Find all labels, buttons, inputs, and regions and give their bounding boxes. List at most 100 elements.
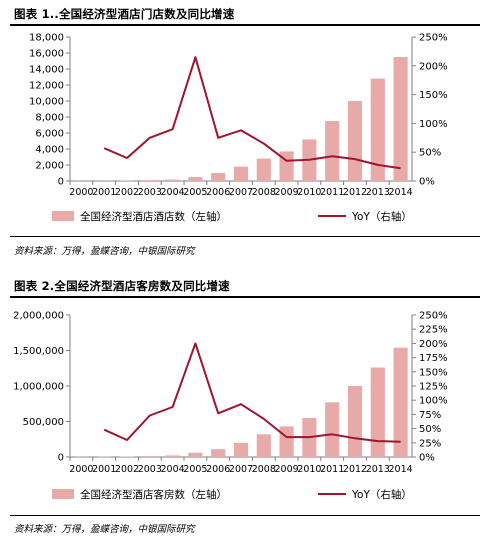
left-axis-tick-label: 12,000 [29,81,64,92]
x-axis-tick-label: 2004 [161,187,185,198]
left-axis-tick-label: 0 [58,177,64,188]
right-axis-tick-label: 25% [419,438,441,449]
left-axis-tick-label: 4,000 [35,145,64,156]
x-axis-tick-label: 2005 [183,187,207,198]
left-axis-tick-label: 1,000,000 [13,382,64,393]
x-axis-tick-label: 2009 [275,464,299,475]
right-axis-tick-label: 125% [419,382,448,393]
legend-line-label: YoY（右轴） [351,488,412,501]
x-axis-tick-label: 2009 [275,187,299,198]
x-axis-tick-label: 2007 [229,187,253,198]
x-axis-tick-label: 2011 [320,464,344,475]
right-axis-tick-label: 225% [419,325,448,336]
x-axis-tick-label: 2012 [343,187,367,198]
x-axis-tick-label: 2006 [206,187,230,198]
left-axis-tick-label: 10,000 [29,97,64,108]
figure-1-chart: 0 2,000 4,000 6,000 8,000 10,000 12,000 14,000 1… [29,33,448,224]
x-axis-tick-label: 2000 [69,187,93,198]
x-axis-tick-label: 2010 [297,187,321,198]
legend-bar-swatch [52,211,74,221]
left-axis-tick-label: 6,000 [35,129,64,140]
x-axis-tick-label: 2014 [389,187,413,198]
yoy-line [103,342,401,443]
legend-line-label: YoY（右轴） [351,210,412,223]
right-axis-tick-label: 50% [419,424,441,435]
figure-2-bottom-rule [10,515,480,516]
bar-2012 [347,386,363,457]
left-axis-tick-label: 16,000 [29,49,64,60]
bar-2005 [188,452,203,457]
bar-2007 [233,442,249,457]
bar-2014 [393,57,408,181]
x-axis-tick-label: 2000 [69,464,93,475]
bar-2007 [233,166,249,181]
bar-2005 [188,177,203,181]
x-axis-tick-label: 2002 [115,187,139,198]
figure-1-top-rule [10,24,480,26]
legend-bar-label: 全国经济型酒店酒店数（左轴） [80,210,227,223]
x-axis-tick-label: 2002 [115,464,139,475]
right-axis-tick-label: 200% [419,339,448,350]
figure-1-source: 资料来源：万得，盈蝶咨询，中银国际研究 [14,246,195,257]
x-axis-tick-label: 2008 [252,464,276,475]
right-axis-tick-label: 200% [419,61,448,72]
x-axis-tick-label: 2014 [389,464,413,475]
left-axis-tick-label: 1,500,000 [13,346,64,357]
x-axis-tick-label: 2011 [320,187,344,198]
x-axis-tick-label: 2001 [92,464,116,475]
figure-1-bottom-rule [10,236,480,237]
left-axis-tick-label: 2,000,000 [13,311,64,322]
bar-2009 [279,426,294,457]
figure-1-title: 图表 1..全国经济型酒店门店数及同比增速 [14,7,235,21]
right-axis-tick-label: 50% [419,148,441,159]
right-axis-tick-label: 250% [419,33,448,44]
right-axis-tick-label: 150% [419,367,448,378]
right-axis-tick-label: 150% [419,90,448,101]
right-axis-tick-label: 100% [419,396,448,407]
yoy-line [103,56,401,170]
x-axis-tick-label: 2004 [161,464,185,475]
bar-2006 [211,449,226,457]
bar-2013 [370,367,385,457]
bar-2006 [211,173,226,181]
x-axis-tick-label: 2006 [206,464,230,475]
bar-2008 [256,158,271,181]
right-axis-tick-label: 0% [419,177,435,188]
x-axis-tick-label: 2003 [138,187,162,198]
left-axis-tick-label: 18,000 [29,33,64,44]
x-axis-tick-label: 2012 [343,464,367,475]
right-axis-tick-label: 0% [419,453,435,464]
x-axis-tick-label: 2003 [138,464,162,475]
x-axis-tick-label: 2007 [229,464,253,475]
x-axis-tick-label: 2008 [252,187,276,198]
x-axis-tick-label: 2013 [366,187,390,198]
left-axis-tick-label: 8,000 [35,113,64,124]
left-axis-tick-label: 0 [58,453,64,464]
bar-2008 [256,434,271,457]
left-axis-tick-label: 14,000 [29,65,64,76]
bar-2013 [370,78,385,181]
x-axis-tick-label: 2001 [92,187,116,198]
right-axis-tick-label: 175% [419,353,448,364]
bar-2003 [142,456,157,457]
right-axis-tick-label: 75% [419,410,441,421]
legend-bar-swatch [52,489,74,499]
figure-2-title: 图表 2.全国经济型酒店客房数及同比增速 [14,279,230,293]
bar-2003 [142,180,157,181]
legend-bar-label: 全国经济型酒店客房数（左轴） [80,488,227,501]
x-axis-tick-label: 2010 [297,464,321,475]
figure-2-top-rule [10,296,480,298]
bar-2004 [165,179,180,181]
bar-2011 [325,121,340,181]
left-axis-tick-label: 2,000 [35,161,64,172]
right-axis-tick-label: 250% [419,311,448,322]
x-axis-tick-label: 2013 [366,464,390,475]
bar-2004 [165,455,180,457]
figure-2-source: 资料来源：万得，盈蝶咨询，中银国际研究 [14,524,195,535]
bar-2014 [393,347,408,457]
x-axis-tick-label: 2005 [183,464,207,475]
bar-2011 [325,402,340,457]
left-axis-tick-label: 500,000 [23,417,64,428]
right-axis-tick-label: 100% [419,119,448,130]
